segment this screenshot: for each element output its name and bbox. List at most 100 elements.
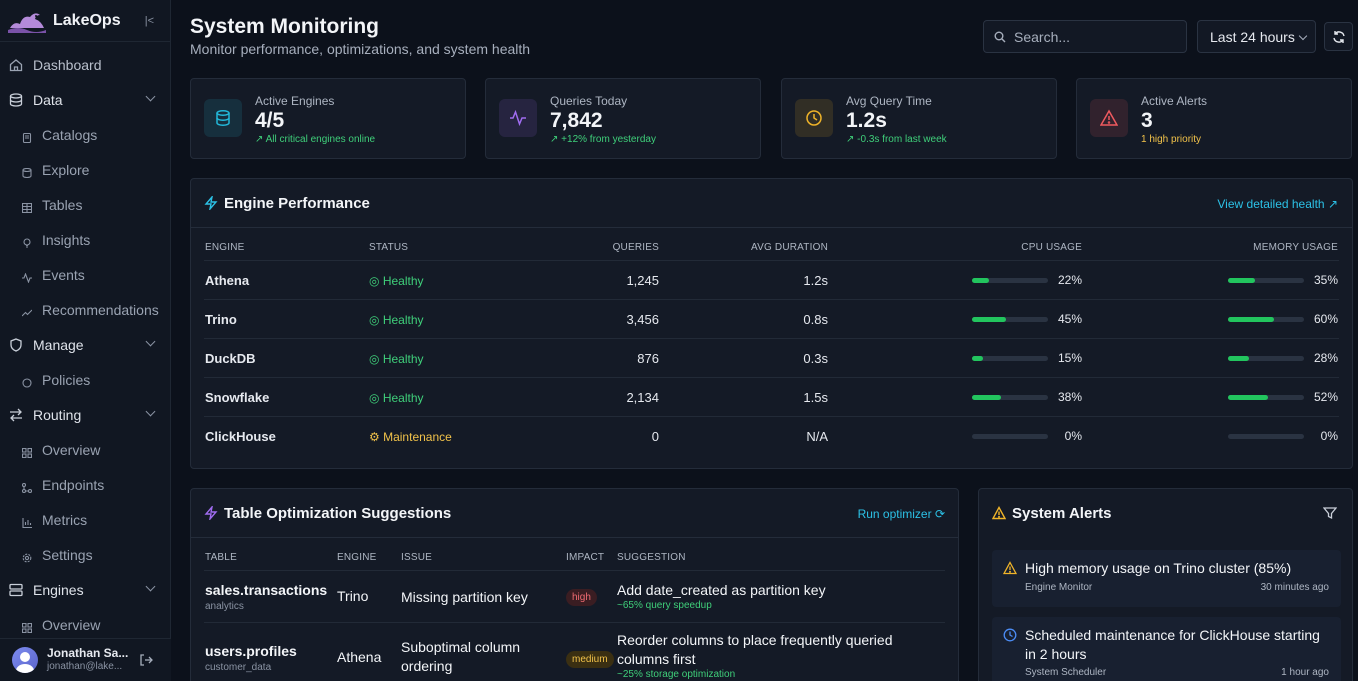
cpu-bar-fill — [972, 278, 989, 283]
explore-icon — [22, 165, 32, 178]
chevron-down-icon — [1298, 31, 1308, 41]
sidebar-item-engines[interactable]: Engines — [0, 572, 170, 607]
sidebar-nav: Dashboard Data Catalogs Explore Tables Insigh… — [0, 42, 170, 642]
collapse-sidebar-icon[interactable]: |< — [144, 14, 154, 27]
col-avg-duration: AVG DURATION — [750, 242, 828, 253]
sidebar-item-label: Engines — [33, 581, 84, 598]
alert-triangle-icon — [1090, 99, 1128, 137]
stat-card-avg-query-time: Avg Query Time 1.2s ↗ -0.3s from last we… — [781, 78, 1057, 159]
status-badge: ◎ Healthy — [369, 313, 424, 327]
stat-note-text: +12% from yesterday — [561, 134, 656, 145]
chevron-down-icon[interactable] — [145, 406, 156, 417]
status-badge: ⚙ Maintenance — [369, 430, 452, 444]
chevron-down-icon[interactable] — [145, 336, 156, 347]
sidebar-item-data[interactable]: Data — [0, 82, 170, 117]
check-circle-icon: ◎ — [369, 391, 383, 405]
stat-note: 1 high priority — [1141, 134, 1201, 145]
clock-icon — [795, 99, 833, 137]
sidebar-item-events[interactable]: Events — [0, 257, 170, 292]
table-row[interactable]: Athena ◎ Healthy 1,245 1.2s 22% 35% — [204, 260, 1339, 299]
col-cpu-usage: CPU USAGE — [1021, 242, 1082, 253]
sidebar-item-metrics[interactable]: Metrics — [0, 502, 170, 537]
sidebar-item-catalogs[interactable]: Catalogs — [0, 117, 170, 152]
trend-icon — [21, 305, 33, 316]
search-input[interactable] — [1014, 28, 1174, 45]
sidebar-item-label: Explore — [42, 161, 90, 178]
avg-duration-value: 0.8s — [803, 312, 828, 327]
sidebar: LakeOps |< Dashboard Data Catalogs Explore T… — [0, 0, 171, 681]
memory-bar — [1228, 395, 1304, 400]
table-row[interactable]: ClickHouse ⚙ Maintenance 0 N/A 0% 0% — [204, 416, 1339, 455]
engine-name: Trino — [205, 312, 237, 327]
status-text: Healthy — [382, 352, 424, 366]
engine-name: Athena — [205, 273, 250, 288]
sidebar-item-endpoints[interactable]: Endpoints — [0, 467, 170, 502]
sidebar-item-label: Recommendations — [42, 301, 159, 318]
shield-icon — [9, 337, 23, 352]
warning-icon — [992, 506, 1006, 520]
table-row[interactable]: DuckDB ◎ Healthy 876 0.3s 15% 28% — [204, 338, 1339, 377]
trend-arrow-icon: ↗ — [846, 134, 858, 145]
stat-card-queries-today: Queries Today 7,842 ↗ +12% from yesterda… — [485, 78, 761, 159]
col-engine: ENGINE — [337, 552, 377, 563]
filter-icon[interactable] — [1323, 506, 1337, 520]
search-box[interactable] — [983, 20, 1187, 53]
stat-card-active-engines: Active Engines 4/5 ↗ All critical engine… — [190, 78, 466, 159]
chevron-down-icon[interactable] — [145, 581, 156, 592]
stat-note-text: -0.3s from last week — [857, 134, 947, 145]
alert-time: 1 hour ago — [1281, 667, 1329, 678]
brand[interactable]: LakeOps |< — [0, 0, 170, 42]
alert-item[interactable]: High memory usage on Trino cluster (85%)… — [992, 550, 1341, 607]
sidebar-item-label: Routing — [33, 406, 82, 423]
user-profile[interactable]: Jonathan Sa... jonathan@lake... — [0, 638, 171, 681]
cpu-bar — [972, 317, 1048, 322]
stat-label: Queries Today — [550, 94, 628, 108]
sidebar-item-overview[interactable]: Overview — [0, 607, 170, 642]
main-content: System Monitoring Monitor performance, o… — [171, 0, 1358, 681]
sidebar-item-tables[interactable]: Tables — [0, 187, 170, 222]
sidebar-item-overview[interactable]: Overview — [0, 432, 170, 467]
stat-note: ↗ All critical engines online — [255, 134, 375, 145]
memory-percent: 35% — [1313, 273, 1338, 287]
activity-icon — [22, 270, 32, 284]
refresh-button[interactable] — [1324, 22, 1353, 51]
col-table: TABLE — [205, 552, 237, 563]
lightning-icon — [204, 196, 218, 210]
search-icon — [994, 31, 1006, 42]
user-email: jonathan@lake... — [47, 661, 123, 672]
sidebar-item-routing[interactable]: Routing — [0, 397, 170, 432]
sidebar-item-recommendations[interactable]: Recommendations — [0, 292, 170, 327]
stat-value: 1.2s — [846, 109, 887, 132]
alert-item[interactable]: Scheduled maintenance for ClickHouse sta… — [992, 617, 1341, 681]
grid-icon — [21, 445, 33, 458]
logout-icon[interactable] — [139, 653, 153, 667]
col-memory-usage: MEMORY USAGE — [1253, 242, 1338, 253]
stat-note-text: All critical engines online — [265, 134, 376, 145]
col-status: STATUS — [369, 242, 409, 253]
sidebar-item-explore[interactable]: Explore — [0, 152, 170, 187]
home-icon — [9, 58, 23, 72]
memory-percent: 52% — [1313, 390, 1338, 404]
system-alerts-panel: System Alerts High memory usage on Trino… — [978, 488, 1353, 681]
sidebar-item-manage[interactable]: Manage — [0, 327, 170, 362]
view-detailed-health-link[interactable]: View detailed health ↗ — [1217, 197, 1338, 211]
table-row[interactable]: Snowflake ◎ Healthy 2,134 1.5s 38% 52% — [204, 377, 1339, 416]
cpu-percent: 0% — [1064, 429, 1082, 443]
avatar[interactable] — [12, 647, 38, 673]
cpu-bar-fill — [972, 395, 1001, 400]
sidebar-item-insights[interactable]: Insights — [0, 222, 170, 257]
sidebar-item-label: Dashboard — [33, 56, 102, 73]
chevron-down-icon[interactable] — [145, 91, 156, 102]
memory-bar-fill — [1228, 317, 1274, 322]
memory-percent: 0% — [1320, 429, 1338, 443]
table-row[interactable]: Trino ◎ Healthy 3,456 0.8s 45% 60% — [204, 299, 1339, 338]
time-range-select[interactable]: Last 24 hours — [1197, 20, 1316, 53]
sidebar-item-policies[interactable]: Policies — [0, 362, 170, 397]
status-badge: ◎ Healthy — [369, 352, 424, 366]
run-optimizer-button[interactable]: Run optimizer ⟳ — [858, 507, 945, 521]
lake-creature-logo-icon — [8, 12, 46, 33]
sidebar-item-settings[interactable]: Settings — [0, 537, 170, 572]
sidebar-item-dashboard[interactable]: Dashboard — [0, 47, 170, 82]
table-row[interactable]: sales.transactions analytics Trino Missi… — [204, 570, 945, 622]
table-row[interactable]: users.profiles customer_data Athena Subo… — [204, 622, 945, 681]
